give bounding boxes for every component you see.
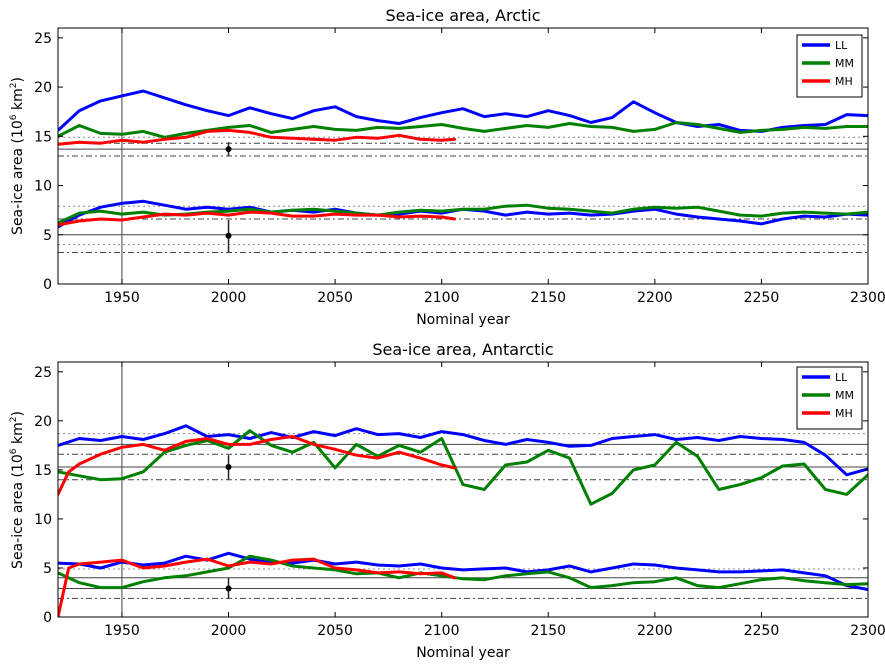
arctic-x-tick-label-5: 2200 xyxy=(637,290,673,306)
antarctic-y-tick-label-1: 5 xyxy=(43,561,52,577)
antarctic-axes: 1950 2000 2050 2100 2150 2200 2250 2300 0 5 10 15 20… xyxy=(34,361,885,639)
antarctic-y-label-unit: km xyxy=(10,422,26,448)
arctic-legend-mm-label: MM xyxy=(835,57,854,70)
antarctic-observation-point-1 xyxy=(225,585,232,592)
panel-arctic: 1950 2000 2050 2100 2150 2200 2250 2300 0 5 10 15 20… xyxy=(9,6,885,328)
antarctic-y-tick-label-5: 25 xyxy=(34,365,52,381)
antarctic-legend-mh-label: MH xyxy=(835,407,853,420)
arctic-axes: 1950 2000 2050 2100 2150 2200 2250 2300 0 5 10 15 20… xyxy=(34,27,885,306)
arctic-chart-title: Sea-ice area, Arctic xyxy=(385,6,540,25)
antarctic-legend-mm-label: MM xyxy=(835,389,854,402)
antarctic-x-tick-label-0: 1950 xyxy=(104,623,140,639)
antarctic-x-tick-label-4: 2150 xyxy=(530,623,566,639)
arctic-y-tick-label-4: 20 xyxy=(34,80,52,96)
arctic-y-label-main: Sea-ice area (10 xyxy=(10,120,26,235)
arctic-plot-area xyxy=(58,28,868,284)
arctic-series-ll-line-0 xyxy=(58,89,868,133)
antarctic-observation-point-0 xyxy=(225,463,232,470)
antarctic-y-label-main: Sea-ice area (10 xyxy=(10,454,26,569)
arctic-x-tick-label-7: 2300 xyxy=(850,290,885,306)
antarctic-y-tick-label-3: 15 xyxy=(34,463,52,479)
arctic-y-tick-label-3: 15 xyxy=(34,129,52,145)
antarctic-y-label-close: ) xyxy=(10,411,26,416)
antarctic-series-mh-line-4 xyxy=(58,435,456,496)
arctic-x-tick-label-3: 2100 xyxy=(424,290,460,306)
arctic-x-tick-label-0: 1950 xyxy=(104,290,140,306)
antarctic-y-axis-label: Sea-ice area (106 km2) xyxy=(9,411,26,569)
arctic-y-label-exp: 6 xyxy=(9,114,19,120)
antarctic-series-mh-line-5 xyxy=(58,557,456,617)
antarctic-x-tick-label-3: 2100 xyxy=(424,623,460,639)
arctic-legend-mh-label: MH xyxy=(835,75,853,88)
arctic-series-mh-line-5 xyxy=(58,210,456,227)
arctic-legend-ll-label: LL xyxy=(835,39,848,52)
antarctic-y-label-unit-exp: 2 xyxy=(9,417,19,423)
arctic-series-mh-line-4 xyxy=(58,128,456,146)
antarctic-series-ll-line-0 xyxy=(58,424,868,477)
arctic-y-tick-label-2: 10 xyxy=(34,179,52,195)
antarctic-y-label-exp: 6 xyxy=(9,448,19,454)
antarctic-x-tick-label-1: 2000 xyxy=(211,623,247,639)
antarctic-y-tick-label-2: 10 xyxy=(34,512,52,528)
arctic-y-tick-label-1: 5 xyxy=(43,228,52,244)
antarctic-series-mm-line-2 xyxy=(58,429,868,506)
antarctic-x-tick-label-5: 2200 xyxy=(637,623,673,639)
antarctic-x-axis-label: Nominal year xyxy=(416,645,510,661)
antarctic-plot-area xyxy=(58,362,868,617)
arctic-y-tick-label-5: 25 xyxy=(34,31,52,47)
arctic-x-tick-label-2: 2050 xyxy=(317,290,353,306)
arctic-x-axis-label: Nominal year xyxy=(416,312,510,328)
antarctic-x-tick-label-2: 2050 xyxy=(317,623,353,639)
antarctic-x-tick-label-6: 2250 xyxy=(744,623,780,639)
arctic-y-label-unit: km xyxy=(10,88,26,114)
arctic-y-label-unit-exp: 2 xyxy=(9,83,19,89)
arctic-axes-frame xyxy=(57,27,869,285)
antarctic-y-tick-label-0: 0 xyxy=(43,610,52,626)
arctic-x-tick-label-6: 2250 xyxy=(744,290,780,306)
antarctic-legend-ll-label: LL xyxy=(835,371,848,384)
antarctic-series-ll-line-1 xyxy=(58,551,868,591)
antarctic-y-tick-label-4: 20 xyxy=(34,414,52,430)
arctic-legend: LL MM MH xyxy=(796,34,863,98)
antarctic-x-tick-label-7: 2300 xyxy=(850,623,885,639)
antarctic-chart-title: Sea-ice area, Antarctic xyxy=(372,340,553,359)
arctic-observation-point-0 xyxy=(225,146,232,153)
arctic-y-axis-label: Sea-ice area (106 km2) xyxy=(9,77,26,235)
panel-antarctic: 1950 2000 2050 2100 2150 2200 2250 2300 0 5 10 15 20… xyxy=(9,340,885,661)
arctic-x-tick-label-4: 2150 xyxy=(530,290,566,306)
antarctic-legend: LL MM MH xyxy=(796,366,863,430)
antarctic-axes-frame xyxy=(57,361,869,618)
antarctic-series-mm-line-3 xyxy=(58,554,868,590)
arctic-y-label-close: ) xyxy=(10,77,26,82)
arctic-observation-point-1 xyxy=(225,232,232,239)
arctic-series-mm-line-2 xyxy=(58,121,868,139)
arctic-x-tick-label-1: 2000 xyxy=(211,290,247,306)
arctic-y-tick-label-0: 0 xyxy=(43,277,52,293)
